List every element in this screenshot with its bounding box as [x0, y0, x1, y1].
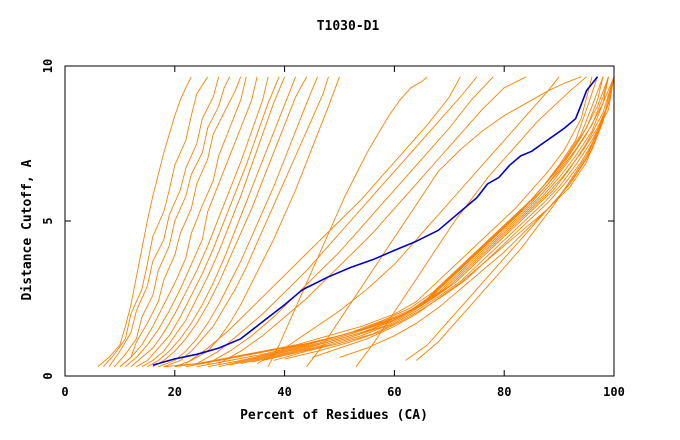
series-line-10	[141, 76, 286, 368]
series-line-25	[207, 76, 609, 368]
y-tick-label: 5	[41, 217, 55, 224]
highlight-series-line	[152, 76, 599, 366]
series-line-24	[196, 76, 604, 368]
axis-ticks: 0 20 40 60 80 100 0 5 10	[41, 59, 625, 399]
series-line-38	[267, 76, 428, 367]
series-line-33	[311, 76, 615, 358]
series-line-31	[273, 76, 615, 361]
x-axis-label: Percent of Residues (CA)	[240, 408, 428, 423]
x-tick-label: 60	[387, 385, 401, 399]
y-tick-label: 10	[41, 59, 55, 73]
series-line-19	[218, 76, 527, 364]
x-tick-label: 20	[168, 385, 182, 399]
x-tick-label: 80	[497, 385, 511, 399]
series-line-17	[196, 76, 478, 364]
series-line-6	[119, 76, 247, 368]
series-line-37	[306, 76, 582, 367]
series-line-28	[240, 76, 615, 365]
series-line-34	[339, 76, 615, 358]
x-tick-label: 0	[61, 385, 68, 399]
series-line-11	[147, 76, 297, 368]
series-layer	[97, 76, 615, 368]
series-line-15	[174, 76, 340, 368]
series-line-30	[262, 76, 615, 361]
series-line-4	[114, 76, 231, 367]
series-line-29	[251, 76, 615, 363]
series-line-26	[218, 76, 609, 368]
series-line-13	[158, 76, 318, 368]
x-tick-label: 40	[277, 385, 291, 399]
series-line-39	[355, 76, 587, 367]
series-line-7	[125, 76, 258, 368]
series-line-18	[207, 76, 494, 364]
series-line-20	[256, 76, 560, 364]
series-line-5	[119, 76, 242, 368]
series-line-1	[97, 76, 192, 368]
series-line-36	[416, 76, 615, 361]
series-line-12	[152, 76, 307, 368]
chart-title: T1030-D1	[317, 19, 380, 34]
series-line-16	[185, 76, 461, 364]
series-line-9	[136, 76, 280, 368]
series-line-14	[163, 76, 329, 368]
series-line-23	[185, 76, 604, 368]
series-line-21	[163, 76, 593, 368]
series-line-8	[130, 76, 269, 368]
series-line-35	[405, 76, 615, 361]
series-line-32	[284, 76, 615, 360]
series-line-3	[108, 76, 220, 367]
x-tick-label: 100	[603, 385, 625, 399]
highlight-layer	[152, 76, 599, 366]
y-axis-label: Distance Cutoff, A	[20, 159, 35, 300]
series-line-2	[103, 76, 209, 367]
y-tick-label: 0	[41, 372, 55, 379]
